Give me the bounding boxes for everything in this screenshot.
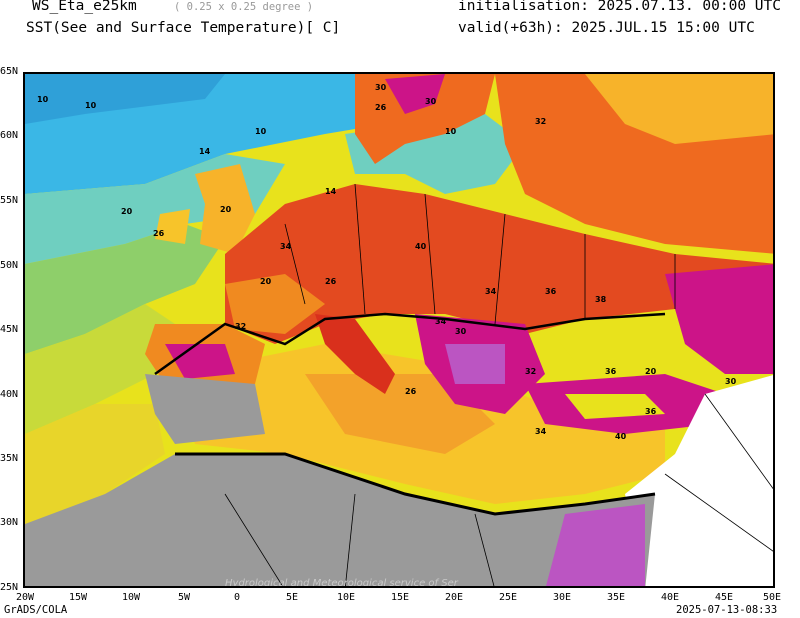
scandinavia-hot <box>385 74 445 114</box>
ireland <box>155 209 190 244</box>
contour-value-label: 20 <box>260 277 272 286</box>
lat-label-60n: 60N <box>0 130 19 141</box>
african-coastline <box>175 452 656 516</box>
watermark: Hydrological and Meteorological service … <box>225 578 459 588</box>
contour-value-label: 20 <box>645 367 657 376</box>
lon-label-50e: 50E <box>762 592 782 603</box>
contour-value-label: 26 <box>405 387 417 396</box>
sst-map-svg: Hydrological and Meteorological service … <box>25 74 773 588</box>
initialisation-time: initialisation: 2025.07.13. 00:00 UTC <box>458 0 782 14</box>
lat-label-25n: 25N <box>0 582 19 593</box>
great-britain <box>195 164 255 254</box>
country-borders <box>224 183 773 586</box>
contour-value-label: 32 <box>525 367 536 376</box>
contour-value-label: 26 <box>325 277 337 286</box>
lon-label-20w: 20W <box>15 592 35 603</box>
contour-value-label: 36 <box>645 407 657 416</box>
contour-value-label: 26 <box>375 103 387 112</box>
contour-value-label: 26 <box>153 229 165 238</box>
contour-value-label: 20 <box>121 207 133 216</box>
contour-value-label: 34 <box>485 287 497 296</box>
north-africa-land <box>25 454 655 586</box>
black-sea <box>545 314 715 374</box>
contour-value-label: 34 <box>435 317 447 326</box>
russia-north-land <box>585 74 773 144</box>
lon-label-45e: 45E <box>714 592 734 603</box>
variable-title: SST(See and Surface Temperature)[ C] <box>26 20 341 36</box>
contour-value-label: 40 <box>615 432 627 441</box>
contour-value-label: 34 <box>280 242 292 251</box>
lon-label-25e: 25E <box>498 592 518 603</box>
contour-value-label: 30 <box>425 97 437 106</box>
lon-label-15w: 15W <box>68 592 88 603</box>
italy-land <box>315 314 395 394</box>
resolution-note: ( 0.25 x 0.25 degree ) <box>174 1 314 13</box>
maghreb-land <box>145 374 265 444</box>
lon-label-5w: 5W <box>177 592 191 603</box>
contour-value-label: 10 <box>255 127 267 136</box>
lat-label-30n: 30N <box>0 517 19 528</box>
mild-sea-zone <box>25 224 225 354</box>
warm-atlantic-zone <box>25 404 165 524</box>
outside-domain <box>625 375 773 586</box>
caspian-region-land <box>665 264 773 374</box>
central-europe-land <box>225 184 773 344</box>
model-title: WS_Eta_e25km <box>32 0 137 14</box>
lon-label-0: 0 <box>233 592 241 603</box>
contour-value-label: 36 <box>605 367 617 376</box>
contour-value-label: 10 <box>37 95 49 104</box>
contour-value-label: 14 <box>199 147 211 156</box>
european-coastline <box>154 312 666 376</box>
temperate-sea-zone <box>25 304 175 434</box>
iberia-hot <box>165 344 235 379</box>
valid-time: valid(+63h): 2025.JUL.15 15:00 UTC <box>458 20 755 36</box>
lon-label-30e: 30E <box>552 592 572 603</box>
contour-value-label: 10 <box>85 101 97 110</box>
contour-value-label: 20 <box>220 205 232 214</box>
lon-label-35e: 35E <box>606 592 626 603</box>
egypt-hot <box>546 504 645 586</box>
lat-label-40n: 40N <box>0 389 19 400</box>
contour-value-label: 36 <box>545 287 557 296</box>
sst-map: Hydrological and Meteorological service … <box>23 72 775 588</box>
coldest-sea-zone <box>25 74 225 124</box>
lon-label-20e: 20E <box>444 592 464 603</box>
contour-value-label: 30 <box>375 83 387 92</box>
lon-label-10e: 10E <box>336 592 356 603</box>
contour-value-label: 38 <box>595 295 607 304</box>
render-timestamp: 2025-07-13-08:33 <box>676 604 778 616</box>
contour-value-label: 30 <box>725 377 737 386</box>
contour-value-label: 32 <box>235 322 246 331</box>
scandinavia-land <box>355 74 495 164</box>
contour-value-label: 14 <box>325 187 337 196</box>
france-land <box>225 274 325 334</box>
anatolia-plateau <box>565 394 665 419</box>
contour-value-label: 40 <box>415 242 427 251</box>
lat-label-45n: 45N <box>0 324 19 335</box>
lat-label-65n: 65N <box>0 66 19 77</box>
balkans-very-hot <box>445 344 505 384</box>
lat-label-50n: 50N <box>0 260 19 271</box>
contour-value-label: 32 <box>535 117 546 126</box>
lat-label-55n: 55N <box>0 195 19 206</box>
contour-value-label: 10 <box>445 127 457 136</box>
lon-label-40e: 40E <box>660 592 680 603</box>
contour-value-label: 30 <box>455 327 467 336</box>
lon-label-15e: 15E <box>390 592 410 603</box>
lat-label-35n: 35N <box>0 453 19 464</box>
lon-label-5e: 5E <box>285 592 299 603</box>
software-credit: GrADS/COLA <box>4 604 68 616</box>
contour-value-label: 34 <box>535 427 547 436</box>
lon-label-10w: 10W <box>121 592 141 603</box>
